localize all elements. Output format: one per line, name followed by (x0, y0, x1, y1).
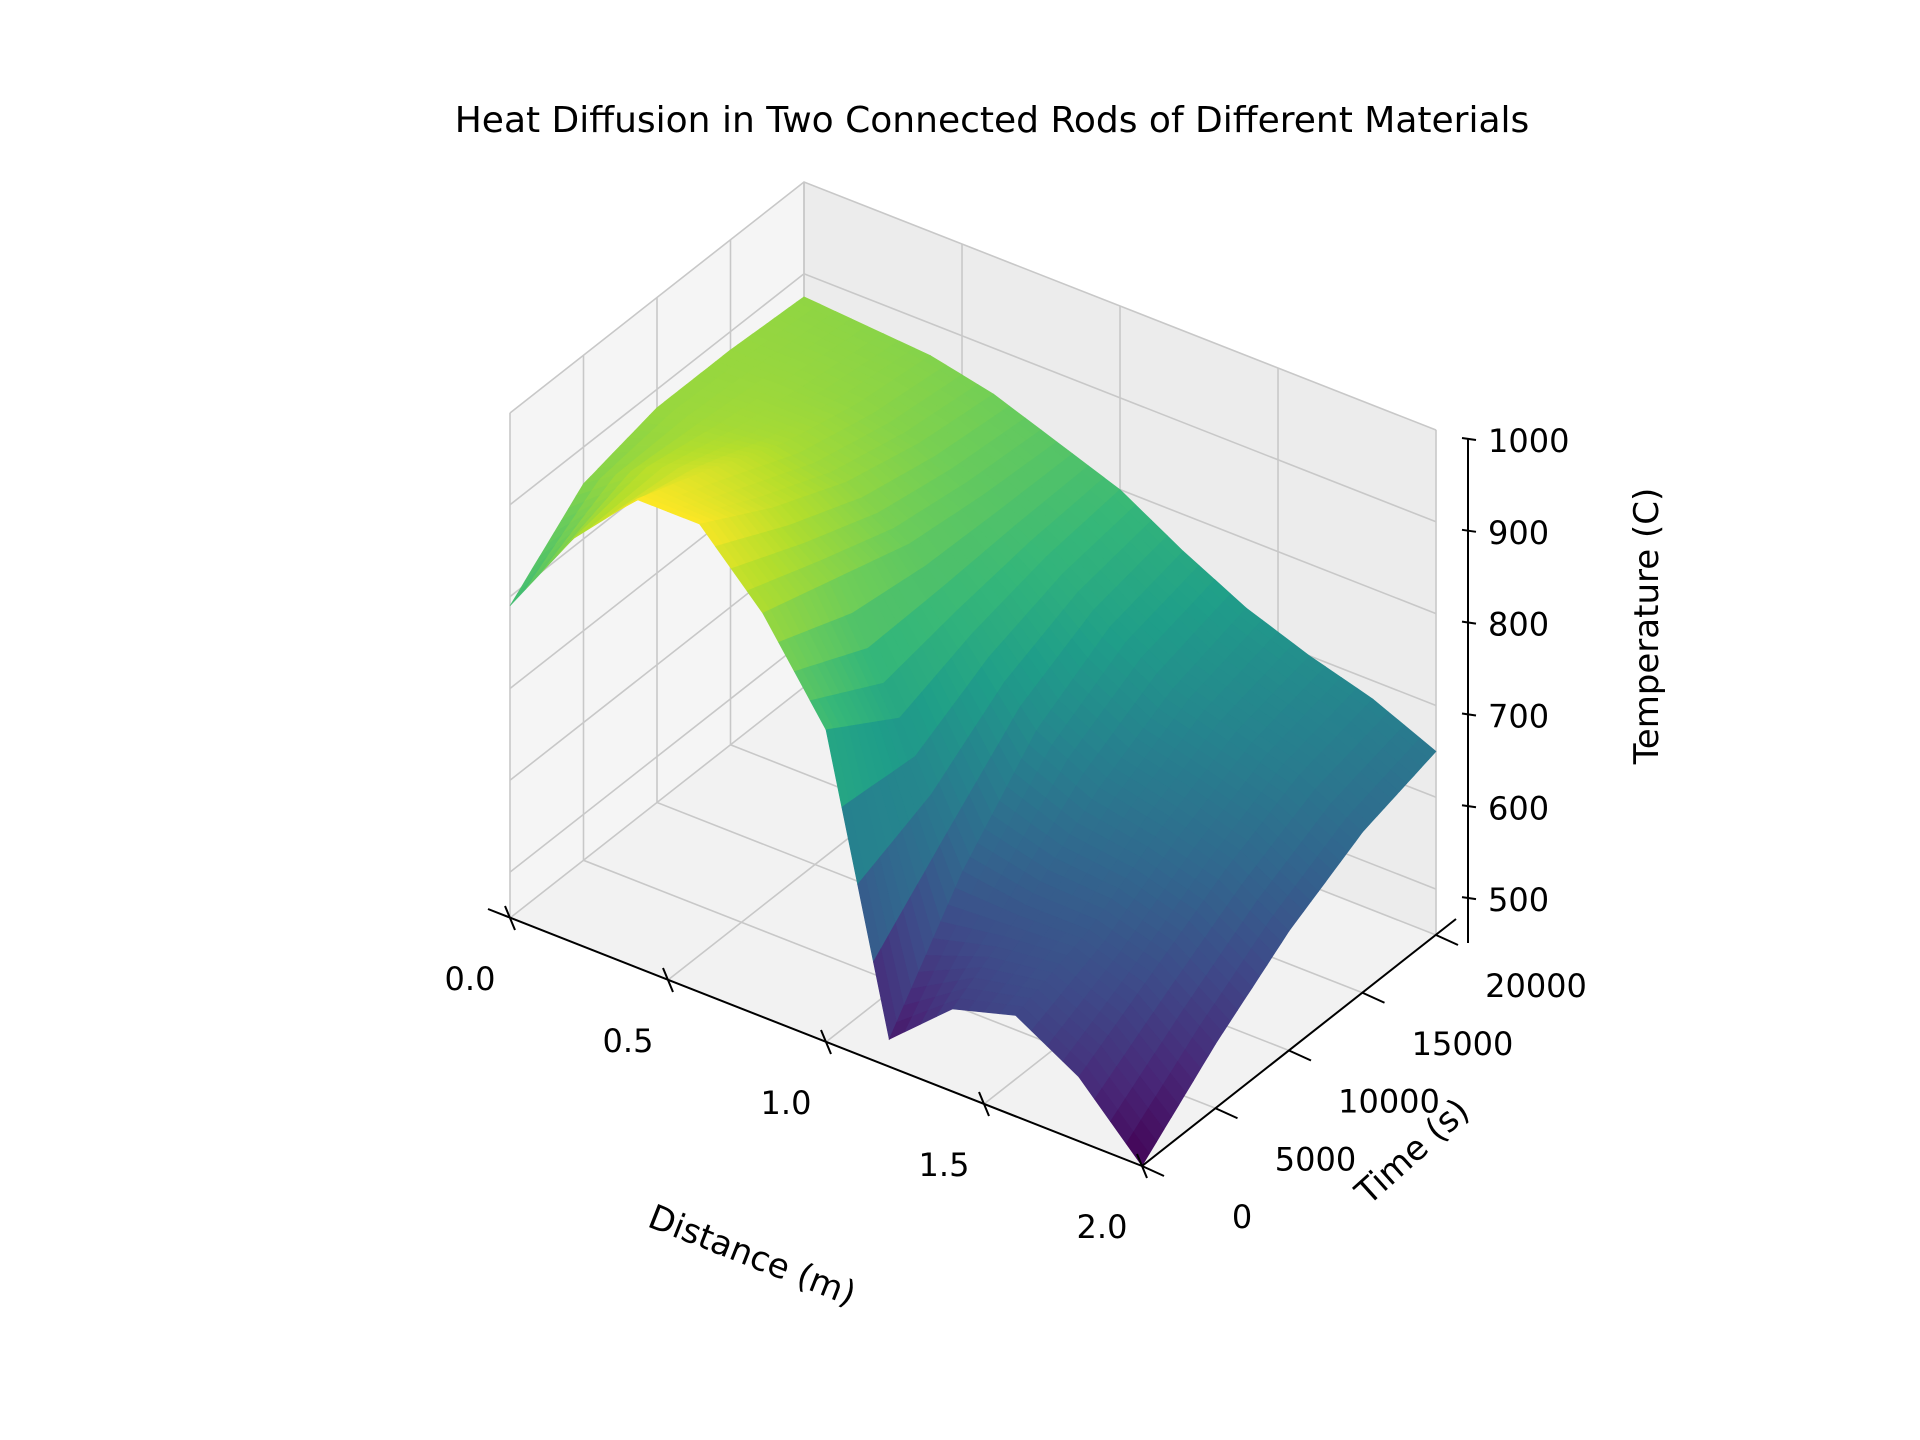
y-tick-mark (1435, 934, 1459, 946)
z-tick-label: 600 (1488, 789, 1549, 827)
x-tick-mark (662, 967, 674, 993)
z-tick-mark (1461, 712, 1477, 717)
z-tick-mark (1461, 804, 1477, 809)
x-tick-label: 0.0 (445, 960, 496, 998)
y-tick-mark (1362, 991, 1385, 1004)
temperature-surface (509, 296, 1437, 1167)
y-tick-label: 10000 (1338, 1083, 1440, 1121)
z-tick-mark (1461, 896, 1477, 901)
x-tick-label: 2.0 (1077, 1208, 1128, 1246)
x-axis-line (487, 908, 1143, 1167)
tick-marks-and-labels: 0.0 0.5 1.0 1.5 2.0 0 5000 10000 15000 20000 500 60… (445, 422, 1587, 1246)
z-tick-label: 900 (1488, 514, 1549, 552)
z-tick-mark (1461, 620, 1477, 625)
x-tick-mark (504, 905, 516, 931)
y-tick-mark (1141, 1165, 1165, 1177)
y-tick-label: 20000 (1485, 967, 1587, 1005)
z-tick-label: 800 (1488, 606, 1549, 644)
z-tick-label: 1000 (1488, 422, 1569, 460)
axis-lines (487, 438, 1469, 1167)
z-grid-line (509, 181, 1437, 431)
y-tick-label: 5000 (1275, 1140, 1356, 1178)
x-tick-label: 0.5 (603, 1022, 654, 1060)
surface-patch (1125, 1131, 1150, 1167)
y-tick-label: 0 (1232, 1198, 1252, 1236)
y-tick-mark (1215, 1107, 1238, 1120)
x-tick-label: 1.0 (761, 1084, 812, 1122)
z-axis-label: Temperature (C) (1627, 488, 1667, 765)
z-tick-label: 700 (1488, 697, 1549, 735)
z-grid-line (509, 272, 1437, 523)
chart-title: Heat Diffusion in Two Connected Rods of … (455, 100, 1530, 141)
y-tick-mark (1288, 1049, 1312, 1062)
x-tick-label: 1.5 (919, 1146, 970, 1184)
y-tick-label: 15000 (1412, 1025, 1514, 1063)
z-tick-mark (1461, 437, 1477, 441)
z-tick-mark (1461, 528, 1477, 533)
x-tick-mark (978, 1091, 990, 1117)
y-axis-line (1141, 918, 1457, 1167)
x-tick-mark (820, 1029, 832, 1055)
z-tick-label: 500 (1488, 881, 1549, 919)
